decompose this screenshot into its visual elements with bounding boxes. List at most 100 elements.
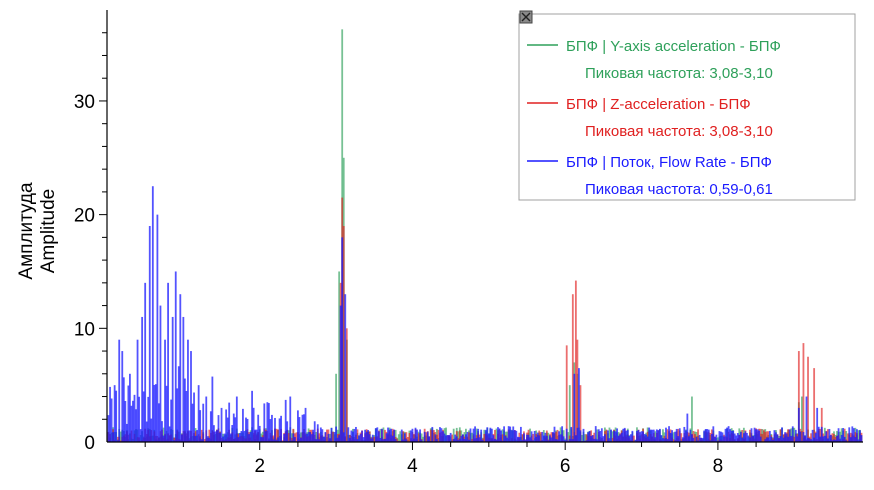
bar bbox=[713, 436, 716, 442]
bar bbox=[599, 431, 602, 442]
bar bbox=[370, 438, 373, 442]
bar bbox=[350, 430, 353, 442]
bar bbox=[649, 429, 652, 442]
bar bbox=[513, 430, 516, 442]
bar bbox=[342, 226, 345, 442]
bar bbox=[355, 426, 357, 442]
bar bbox=[298, 417, 301, 442]
bar bbox=[820, 407, 823, 442]
bar bbox=[701, 437, 704, 442]
bar bbox=[223, 433, 226, 442]
bar bbox=[333, 431, 336, 442]
bar bbox=[400, 429, 403, 442]
bar bbox=[138, 396, 140, 442]
bar bbox=[133, 394, 136, 442]
bar bbox=[148, 226, 151, 442]
bar bbox=[523, 433, 525, 442]
bar bbox=[828, 428, 831, 442]
bar bbox=[591, 435, 594, 442]
close-icon[interactable] bbox=[519, 10, 533, 24]
bar bbox=[631, 430, 634, 442]
bar bbox=[300, 437, 302, 442]
bar bbox=[235, 396, 238, 442]
bar bbox=[452, 439, 455, 442]
bar bbox=[260, 436, 263, 442]
bar bbox=[810, 433, 812, 442]
bar bbox=[449, 432, 452, 442]
bar bbox=[550, 432, 553, 442]
bar bbox=[396, 438, 399, 442]
bar bbox=[691, 434, 693, 442]
y-tick-label: 30 bbox=[74, 92, 95, 113]
bar bbox=[432, 430, 435, 442]
bar bbox=[733, 433, 736, 442]
bar bbox=[689, 429, 692, 442]
bar bbox=[758, 430, 761, 442]
bar bbox=[193, 392, 195, 442]
bar bbox=[584, 434, 586, 442]
bar bbox=[107, 415, 110, 442]
bar bbox=[771, 439, 774, 442]
bar bbox=[478, 437, 481, 442]
bar bbox=[211, 376, 214, 442]
bar bbox=[391, 428, 394, 442]
bar bbox=[132, 400, 134, 442]
bar bbox=[640, 431, 643, 442]
bar bbox=[394, 439, 397, 442]
bar bbox=[776, 434, 779, 442]
bar bbox=[571, 439, 574, 442]
bar bbox=[542, 435, 545, 442]
bar bbox=[833, 439, 835, 442]
bar bbox=[665, 427, 667, 442]
bar bbox=[495, 428, 498, 442]
bar bbox=[240, 430, 243, 442]
bar bbox=[255, 429, 258, 442]
bar bbox=[574, 435, 577, 442]
bar bbox=[406, 436, 409, 442]
bar bbox=[483, 433, 486, 442]
bar bbox=[445, 435, 447, 442]
bar bbox=[582, 428, 585, 442]
bar bbox=[545, 435, 548, 442]
bar bbox=[662, 438, 664, 442]
bar bbox=[475, 438, 478, 442]
bar bbox=[206, 436, 209, 442]
bar bbox=[313, 421, 316, 442]
bar bbox=[571, 294, 574, 442]
bar bbox=[836, 435, 838, 442]
bar bbox=[799, 431, 802, 442]
bar bbox=[530, 431, 533, 442]
bar bbox=[249, 431, 252, 442]
bar bbox=[651, 429, 654, 442]
bar bbox=[242, 408, 244, 442]
bar bbox=[287, 433, 290, 442]
bar bbox=[600, 428, 603, 442]
bar bbox=[544, 432, 547, 442]
bar bbox=[277, 437, 279, 442]
bar bbox=[752, 436, 754, 442]
bar bbox=[463, 438, 466, 442]
bar bbox=[753, 427, 756, 442]
bar bbox=[304, 407, 307, 442]
bar bbox=[342, 432, 345, 442]
bar bbox=[593, 438, 596, 442]
bar bbox=[153, 384, 156, 442]
bar bbox=[238, 433, 241, 442]
bar bbox=[112, 432, 115, 442]
bar bbox=[816, 407, 819, 442]
legend-series-label: БПФ | Поток, Flow Rate - БПФ bbox=[566, 154, 772, 171]
bar bbox=[539, 440, 542, 442]
bar bbox=[275, 428, 278, 442]
bar bbox=[290, 438, 293, 442]
legend-item: БПФ | Поток, Flow Rate - БПФ Пиковая част… bbox=[527, 154, 773, 198]
bar bbox=[225, 409, 228, 442]
bar bbox=[451, 434, 454, 442]
bar bbox=[834, 439, 837, 442]
bar bbox=[736, 433, 739, 442]
bar bbox=[286, 421, 289, 442]
y-axis-label-ru: Амплитуда bbox=[16, 182, 37, 280]
bar bbox=[625, 430, 628, 442]
bar bbox=[778, 438, 780, 442]
bar bbox=[797, 407, 800, 442]
bar bbox=[739, 432, 742, 442]
